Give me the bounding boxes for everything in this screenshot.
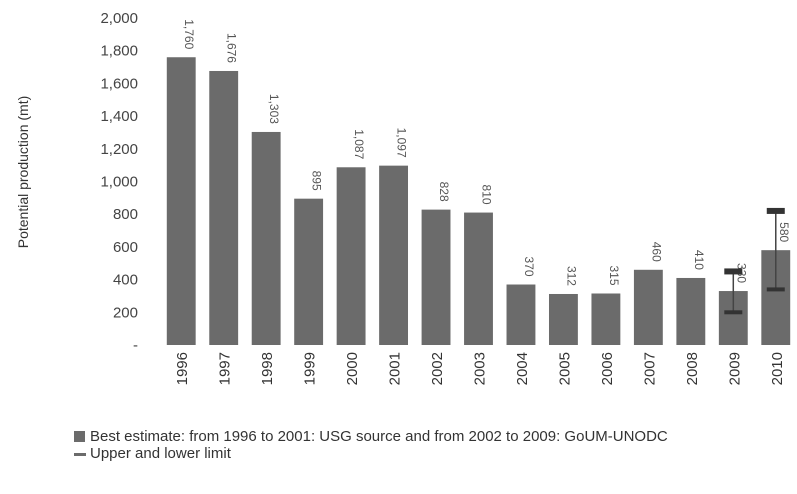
bar-1999 [294,198,324,345]
y-tick-label: - [133,337,138,354]
x-tick-label-2002: 2002 [429,352,446,385]
y-tick-label: 2,000 [100,10,138,27]
bar-2008 [676,277,706,345]
error-cap-lower-2009 [724,310,743,315]
y-tick-label: 200 [113,304,138,321]
x-tick-label-1999: 1999 [302,352,319,385]
y-tick-label: 1,600 [100,75,138,92]
value-label-2000: 1,087 [352,129,366,159]
error-cap-lower-2010 [766,287,785,292]
y-tick-label: 1,800 [100,43,138,60]
value-label-1996: 1,760 [182,19,196,49]
x-tick-label-2005: 2005 [556,352,573,385]
value-label-2006: 315 [607,265,621,285]
bar-2006 [591,293,621,345]
x-tick-label-1998: 1998 [259,352,276,385]
x-tick-label-2004: 2004 [514,352,531,385]
legend-item-best-estimate: Best estimate: from 1996 to 2001: USG so… [72,428,792,445]
bar-2007 [633,269,663,345]
bar-1996 [166,57,196,346]
value-label-2002: 828 [437,182,451,202]
legend-item-limits: Upper and lower limit [72,445,792,462]
x-tick-label-2007: 2007 [641,352,658,385]
value-label-1997: 1,676 [225,33,239,63]
value-label-2007: 460 [649,242,663,262]
value-label-2003: 810 [480,185,494,205]
value-label-2001: 1,097 [395,128,409,158]
legend-label-best-estimate: Best estimate: from 1996 to 2001: USG so… [90,428,668,445]
legend-swatch-bar [74,431,85,442]
x-tick-label-2008: 2008 [684,352,701,385]
value-label-2010: 580 [777,222,791,242]
y-tick-label: 400 [113,272,138,289]
bar-2000 [336,167,366,345]
value-label-1998: 1,303 [267,94,281,124]
x-tick-label-2006: 2006 [599,352,616,385]
error-cap-upper-2010 [766,207,785,214]
y-tick-label: 800 [113,206,138,223]
legend-label-limits: Upper and lower limit [90,445,231,462]
value-label-2005: 312 [564,266,578,286]
y-tick-label: 1,400 [100,108,138,125]
y-axis-label: Potential production (mt) [15,96,31,249]
legend: Best estimate: from 1996 to 2001: USG so… [72,428,792,462]
y-tick-label: 600 [113,239,138,256]
legend-swatch-line [74,453,86,456]
value-label-2008: 410 [692,250,706,270]
bar-1997 [209,70,239,345]
bar-2002 [421,209,451,345]
x-tick-label-2003: 2003 [472,352,489,385]
x-tick-label-2000: 2000 [344,352,361,385]
y-tick-label: 1,000 [100,174,138,191]
value-label-1999: 895 [310,171,324,191]
bar-2003 [464,212,493,345]
bar-2005 [548,293,578,345]
x-tick-label-1997: 1997 [217,352,234,385]
bar-2004 [506,284,536,345]
x-tick-label-1996: 1996 [174,352,191,385]
x-tick-label-2001: 2001 [387,352,404,385]
value-label-2004: 370 [522,256,536,276]
x-tick-label-2009: 2009 [726,352,743,385]
y-tick-label: 1,200 [100,141,138,158]
x-tick-label-2010: 2010 [769,352,786,385]
bar-2001 [379,165,409,345]
error-cap-upper-2009 [724,268,743,275]
bar-1998 [251,131,281,345]
